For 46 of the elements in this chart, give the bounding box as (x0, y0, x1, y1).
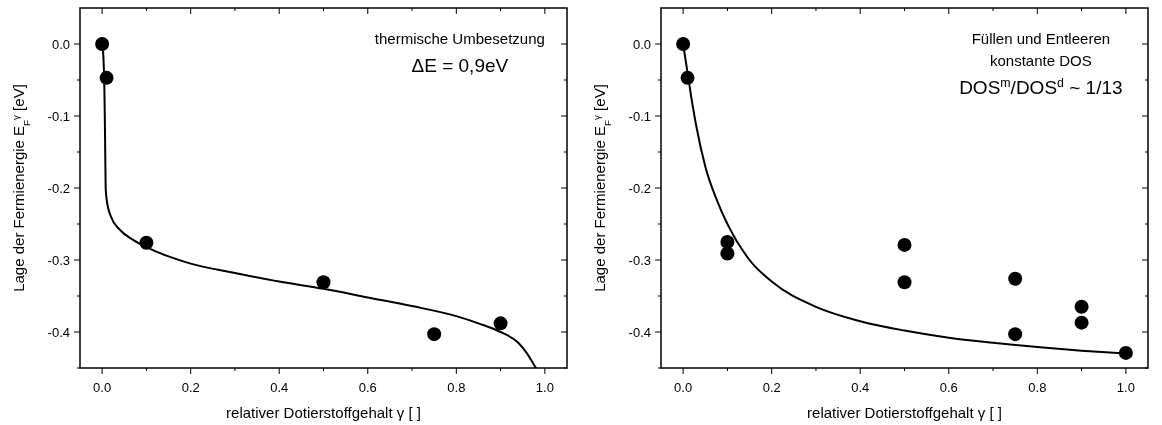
annotation: konstante DOS (990, 52, 1092, 69)
point (139, 235, 154, 250)
annotation: thermische Umbesetzung (374, 30, 545, 47)
y-tick-label: 0.0 (632, 36, 651, 52)
x-axis-title: relativer Dotierstoffgehalt γ [ ] (807, 404, 1002, 421)
point (680, 70, 695, 85)
x-tick-label: 0.4 (270, 380, 289, 395)
point (720, 246, 735, 261)
y-tick-label: -0.3 (628, 252, 651, 268)
point (1008, 271, 1023, 286)
point (493, 316, 508, 331)
x-tick-label: 1.0 (535, 380, 554, 395)
point (427, 327, 442, 342)
point (897, 275, 912, 290)
x-tick-label: 0.8 (1028, 380, 1047, 395)
y-tick-label: -0.3 (47, 252, 70, 268)
x-tick-label: 0.0 (93, 380, 112, 395)
x-tick-label: 0.6 (939, 380, 958, 395)
point (1074, 315, 1089, 330)
y-tick-label: -0.1 (628, 108, 651, 124)
x-axis-title: relativer Dotierstoffgehalt γ [ ] (226, 404, 421, 421)
x-tick-label: 1.0 (1116, 380, 1135, 395)
x-tick-label: 0.0 (674, 380, 693, 395)
y-tick-label: -0.4 (628, 324, 651, 340)
y-tick-label: -0.4 (47, 324, 70, 340)
annotation: DOS$^{m}$/DOS$^{d}$ ~ 1/13 (959, 76, 1123, 98)
y-tick-label: -0.2 (628, 180, 651, 196)
x-tick-label: 0.2 (181, 380, 200, 395)
point (676, 37, 691, 51)
y-tick-label: 0.0 (51, 36, 70, 52)
point (720, 235, 735, 249)
annotation: Füllen und Entleeren (971, 30, 1111, 47)
annotation: ΔE = 0,9eV (411, 55, 509, 76)
x-tick-label: 0.2 (762, 380, 781, 395)
point (897, 237, 912, 252)
y-tick-label: -0.2 (47, 180, 70, 196)
point (95, 37, 110, 51)
y-tick-label: -0.1 (47, 108, 70, 124)
x-tick-label: 0.6 (358, 380, 377, 395)
point (1074, 299, 1089, 314)
point (1118, 345, 1133, 360)
point (1008, 327, 1023, 342)
point (99, 70, 114, 85)
x-tick-label: 0.8 (447, 380, 466, 395)
point (316, 275, 331, 290)
x-tick-label: 0.4 (851, 380, 870, 395)
